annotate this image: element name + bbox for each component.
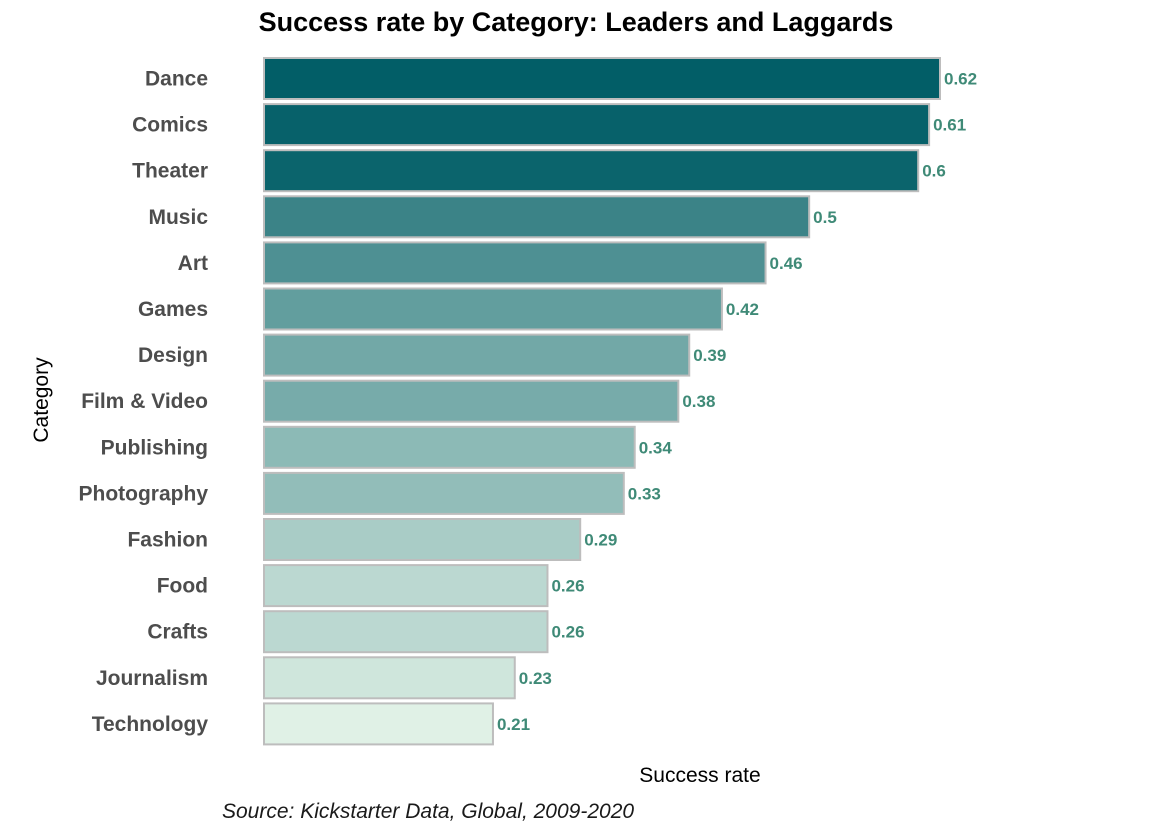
value-label: 0.21 bbox=[497, 715, 530, 734]
bar-crafts bbox=[263, 610, 549, 654]
value-label: 0.62 bbox=[944, 70, 977, 89]
category-label: Photography bbox=[79, 482, 209, 505]
value-label: 0.61 bbox=[933, 116, 966, 135]
bar-fashion bbox=[263, 518, 582, 561]
category-label: Technology bbox=[92, 713, 209, 736]
value-labels: 0.62 0.61 0.6 0.5 0.46 0.42 0.39 0.38 0.34 0.33 0.… bbox=[497, 70, 977, 734]
category-label: Art bbox=[178, 252, 208, 275]
value-label: 0.42 bbox=[726, 300, 759, 319]
bar-games bbox=[263, 287, 723, 331]
value-label: 0.34 bbox=[639, 438, 673, 457]
value-label: 0.6 bbox=[922, 162, 946, 181]
bar-photography bbox=[263, 471, 625, 515]
value-label: 0.38 bbox=[682, 392, 715, 411]
y-axis-label: Category bbox=[30, 357, 53, 443]
value-label: 0.39 bbox=[693, 346, 726, 365]
value-label: 0.46 bbox=[770, 254, 803, 273]
bar-comics bbox=[263, 103, 931, 147]
category-label: Food bbox=[157, 575, 208, 598]
bar-journalism bbox=[263, 656, 516, 700]
bar-dance bbox=[263, 57, 941, 100]
bar-theater bbox=[263, 149, 920, 193]
bar-art bbox=[263, 241, 767, 285]
category-labels: Dance Comics Theater Music Art Games Design Fil… bbox=[79, 68, 209, 736]
source-caption: Source: Kickstarter Data, Global, 2009-2… bbox=[222, 800, 634, 823]
category-label: Dance bbox=[145, 68, 208, 91]
value-label: 0.29 bbox=[584, 531, 617, 550]
category-label: Publishing bbox=[101, 436, 208, 459]
category-label: Music bbox=[148, 206, 208, 229]
bar-publishing bbox=[263, 425, 636, 469]
value-label: 0.5 bbox=[813, 208, 837, 227]
value-label: 0.26 bbox=[551, 577, 584, 596]
chart-title: Success rate by Category: Leaders and La… bbox=[259, 7, 894, 37]
category-label: Theater bbox=[132, 160, 208, 183]
bar-film-video bbox=[263, 379, 680, 423]
category-label: Fashion bbox=[127, 529, 208, 552]
bar-technology bbox=[263, 702, 494, 746]
category-label: Crafts bbox=[147, 621, 208, 644]
category-label: Film & Video bbox=[81, 390, 208, 413]
bar-design bbox=[263, 333, 691, 377]
category-label: Comics bbox=[132, 114, 208, 137]
category-label: Journalism bbox=[96, 667, 208, 690]
value-label: 0.26 bbox=[551, 623, 584, 642]
bars-group bbox=[263, 57, 941, 746]
bar-food bbox=[263, 564, 549, 608]
category-label: Games bbox=[138, 298, 208, 321]
category-label: Design bbox=[138, 344, 208, 367]
value-label: 0.23 bbox=[519, 669, 552, 688]
x-axis-label: Success rate bbox=[639, 764, 760, 787]
value-label: 0.33 bbox=[628, 484, 661, 503]
bar-music bbox=[263, 195, 811, 239]
